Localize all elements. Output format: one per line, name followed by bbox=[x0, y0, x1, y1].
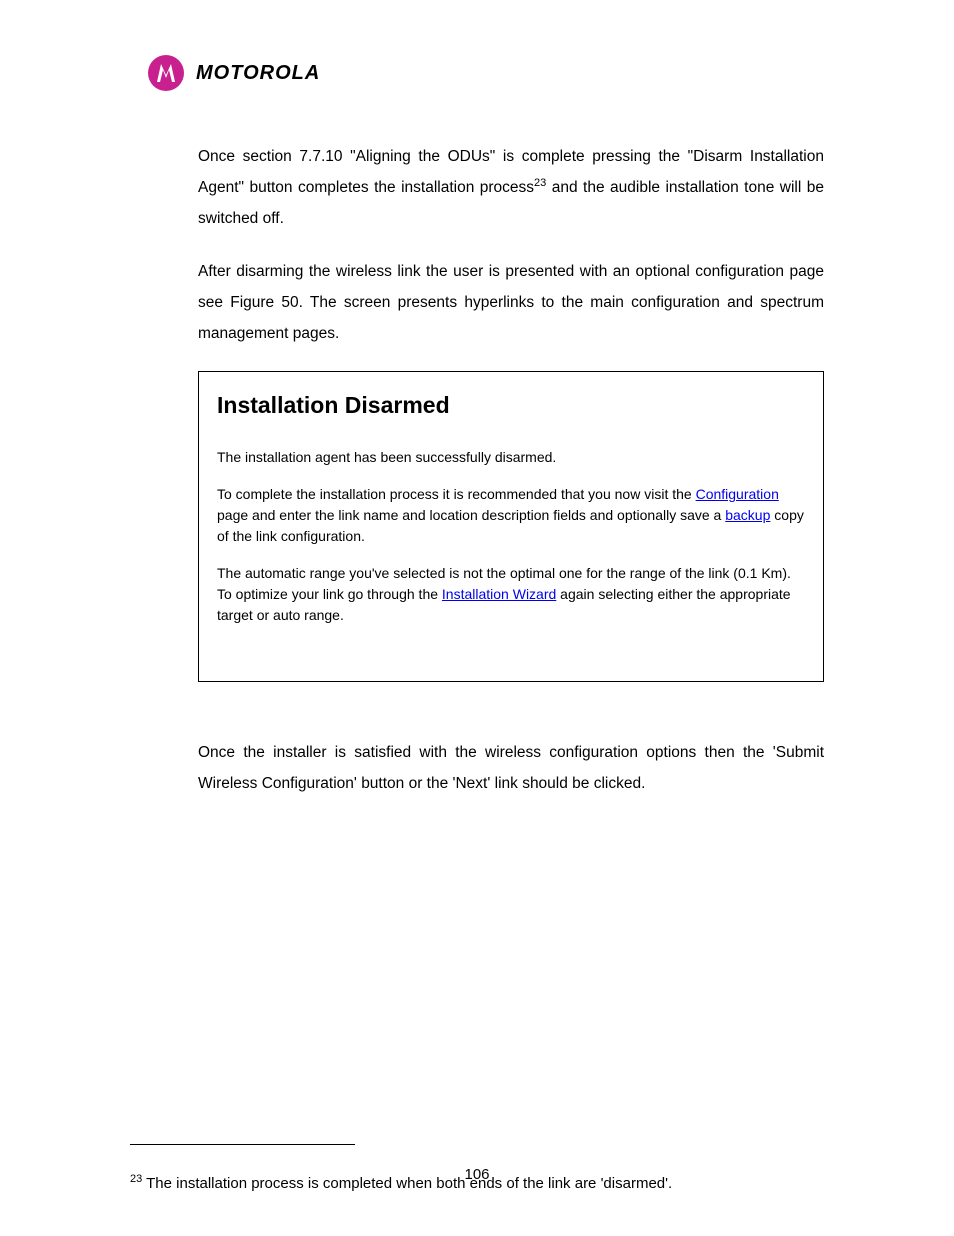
page-number: 106 bbox=[0, 1166, 954, 1183]
footnote-ref-23: 23 bbox=[534, 177, 546, 189]
figure-line-2b: page and enter the link name and locatio… bbox=[217, 507, 725, 523]
configuration-link[interactable]: Configuration bbox=[696, 486, 779, 502]
document-page: MOTOROLA Once section 7.7.10 "Aligning t… bbox=[0, 0, 954, 1236]
figure-line-2: To complete the installation process it … bbox=[217, 484, 805, 547]
paragraph-3-text: Once the installer is satisfied with the… bbox=[198, 744, 824, 792]
page-header: MOTOROLA bbox=[148, 55, 824, 91]
paragraph-3: Once the installer is satisfied with the… bbox=[198, 737, 824, 799]
figure-title: Installation Disarmed bbox=[217, 392, 805, 419]
paragraph-2: After disarming the wireless link the us… bbox=[198, 256, 824, 349]
figure-50-box: Installation Disarmed The installation a… bbox=[198, 371, 824, 682]
brand-name: MOTOROLA bbox=[196, 62, 320, 85]
figure-line-2a: To complete the installation process it … bbox=[217, 486, 696, 502]
paragraph-2-text: After disarming the wireless link the us… bbox=[198, 263, 824, 342]
backup-link[interactable]: backup bbox=[725, 507, 770, 523]
figure-line-3: The automatic range you've selected is n… bbox=[217, 563, 805, 626]
paragraph-1: Once section 7.7.10 "Aligning the ODUs" … bbox=[198, 141, 824, 234]
installation-wizard-link[interactable]: Installation Wizard bbox=[442, 586, 556, 602]
figure-line-1: The installation agent has been successf… bbox=[217, 447, 805, 468]
footnote-separator bbox=[130, 1144, 355, 1145]
motorola-logo-icon bbox=[148, 55, 184, 91]
batwing-icon bbox=[153, 60, 179, 86]
